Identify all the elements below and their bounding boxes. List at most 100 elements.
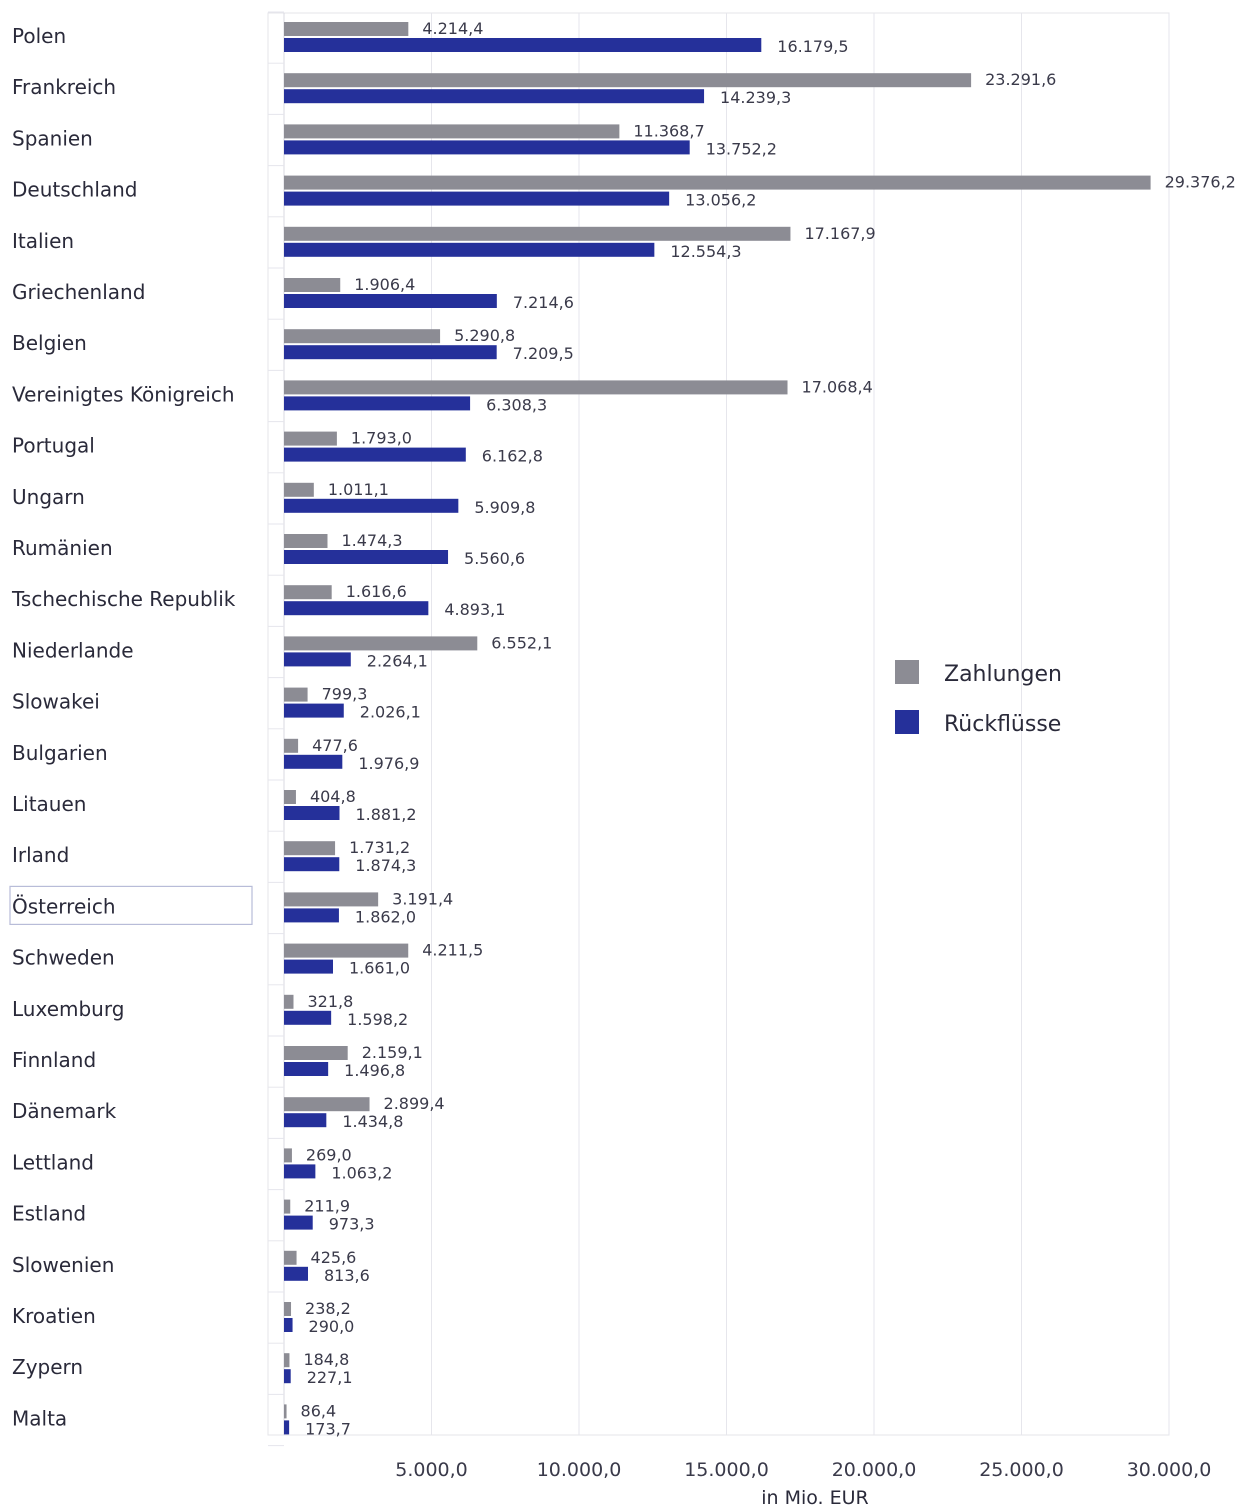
value-label-zahlungen: 1.616,6 (346, 582, 407, 601)
x-tick-label: 25.000,0 (979, 1459, 1064, 1481)
category-label: Slowakei (12, 690, 100, 714)
category-label: Portugal (12, 434, 95, 458)
bar-rueckfluesse (284, 1420, 290, 1435)
value-label-zahlungen: 5.290,8 (454, 326, 515, 345)
category-label: Slowenien (12, 1253, 114, 1277)
value-label-zahlungen: 17.167,9 (804, 224, 875, 243)
bar-rueckfluesse (284, 1318, 293, 1332)
bar-zahlungen (284, 1148, 292, 1163)
bar-rueckfluesse (284, 1164, 316, 1179)
bar-zahlungen (284, 738, 299, 753)
value-label-zahlungen: 2.159,1 (362, 1043, 423, 1062)
value-label-rueckfluesse: 12.554,3 (670, 242, 741, 261)
value-label-rueckfluesse: 14.239,3 (720, 88, 791, 107)
value-label-rueckfluesse: 813,6 (324, 1266, 370, 1285)
bar-rueckfluesse (284, 447, 466, 462)
value-label-zahlungen: 4.214,4 (422, 19, 483, 38)
bar-rueckfluesse (284, 1062, 329, 1076)
legend-label: Rückflüsse (944, 712, 1061, 737)
value-label-rueckfluesse: 13.752,2 (706, 139, 777, 158)
value-label-zahlungen: 1.011,1 (328, 480, 389, 499)
value-label-rueckfluesse: 1.881,2 (355, 805, 416, 824)
category-label: Griechenland (12, 280, 145, 304)
bar-rueckfluesse (284, 601, 429, 616)
value-label-rueckfluesse: 1.661,0 (349, 959, 410, 978)
value-label-rueckfluesse: 1.598,2 (347, 1010, 408, 1029)
bar-zahlungen (284, 1097, 370, 1112)
legend: Zahlungen Rückflüsse (895, 660, 1062, 737)
value-label-zahlungen: 321,8 (307, 992, 353, 1011)
category-label: Irland (12, 843, 69, 867)
value-label-rueckfluesse: 13.056,2 (685, 191, 756, 210)
value-label-rueckfluesse: 6.308,3 (486, 395, 547, 414)
value-label-rueckfluesse: 1.434,8 (342, 1112, 403, 1131)
bar-rueckfluesse (284, 498, 459, 513)
bar-zahlungen (284, 1353, 290, 1368)
category-label: Niederlande (12, 638, 134, 662)
bar-zahlungen (284, 636, 478, 651)
bar-rueckfluesse (284, 89, 705, 104)
value-label-zahlungen: 238,2 (305, 1299, 351, 1318)
value-label-zahlungen: 477,6 (312, 736, 358, 755)
value-label-zahlungen: 184,8 (303, 1350, 349, 1369)
bar-zahlungen (284, 73, 972, 88)
value-label-zahlungen: 1.793,0 (351, 429, 412, 448)
bar-rueckfluesse (284, 959, 333, 974)
value-label-zahlungen: 6.552,1 (491, 633, 552, 652)
legend-label: Zahlungen (944, 662, 1062, 687)
bar-zahlungen (284, 482, 314, 497)
bar-zahlungen (284, 278, 341, 292)
value-label-rueckfluesse: 16.179,5 (777, 37, 848, 56)
bar-rueckfluesse (284, 1113, 327, 1128)
legend-swatch (895, 660, 919, 684)
category-label: Tschechische Republik (11, 587, 236, 611)
category-label: Deutschland (12, 178, 138, 202)
value-label-zahlungen: 404,8 (310, 787, 356, 806)
value-label-zahlungen: 269,0 (306, 1145, 352, 1164)
x-tick-label: 10.000,0 (537, 1459, 622, 1481)
category-label: Österreich (12, 894, 116, 918)
bar-zahlungen (284, 943, 409, 958)
x-axis-title: in Mio. EUR (761, 1487, 869, 1509)
bar-zahlungen (284, 380, 788, 395)
bar-rueckfluesse (284, 550, 449, 564)
bar-zahlungen (284, 585, 332, 600)
bar-zahlungen (284, 790, 296, 804)
value-label-zahlungen: 23.291,6 (985, 70, 1056, 89)
bar-zahlungen (284, 1302, 292, 1316)
value-label-rueckfluesse: 227,1 (307, 1368, 353, 1387)
bar-zahlungen (284, 124, 620, 139)
category-label: Litauen (12, 792, 86, 816)
category-label: Bulgarien (12, 741, 108, 765)
value-labels: 4.214,416.179,523.291,614.239,311.368,71… (301, 19, 1236, 1438)
value-label-zahlungen: 425,6 (311, 1248, 357, 1267)
value-label-zahlungen: 1.474,3 (341, 531, 402, 550)
bar-rueckfluesse (284, 242, 655, 257)
value-label-rueckfluesse: 5.909,8 (474, 498, 535, 517)
category-label: Zypern (12, 1355, 83, 1379)
legend-swatch (895, 710, 919, 734)
value-label-rueckfluesse: 1.862,0 (355, 907, 416, 926)
category-label: Estland (12, 1202, 86, 1226)
category-labels: Polen Frankreich Spanien Deutschland Italien… (9, 24, 253, 1430)
category-label: Ungarn (12, 485, 85, 509)
bar-rueckfluesse (284, 1369, 291, 1384)
category-label: Dänemark (12, 1099, 117, 1123)
bar-rueckfluesse (284, 396, 471, 411)
bar-marks (284, 22, 1151, 1435)
category-label: Finnland (12, 1048, 96, 1072)
bar-rueckfluesse (284, 38, 762, 52)
value-label-rueckfluesse: 290,0 (309, 1317, 355, 1336)
bar-zahlungen (284, 329, 441, 344)
bar-zahlungen (284, 22, 409, 36)
bar-zahlungen (284, 1199, 291, 1214)
bar-rueckfluesse (284, 703, 344, 718)
category-label: Malta (12, 1406, 67, 1430)
category-label: Schweden (12, 946, 115, 970)
category-label: Italien (12, 229, 74, 253)
value-label-rueckfluesse: 5.560,6 (464, 549, 525, 568)
bar-rueckfluesse (284, 294, 497, 308)
value-label-rueckfluesse: 1.874,3 (355, 856, 416, 875)
category-label: Frankreich (12, 75, 116, 99)
